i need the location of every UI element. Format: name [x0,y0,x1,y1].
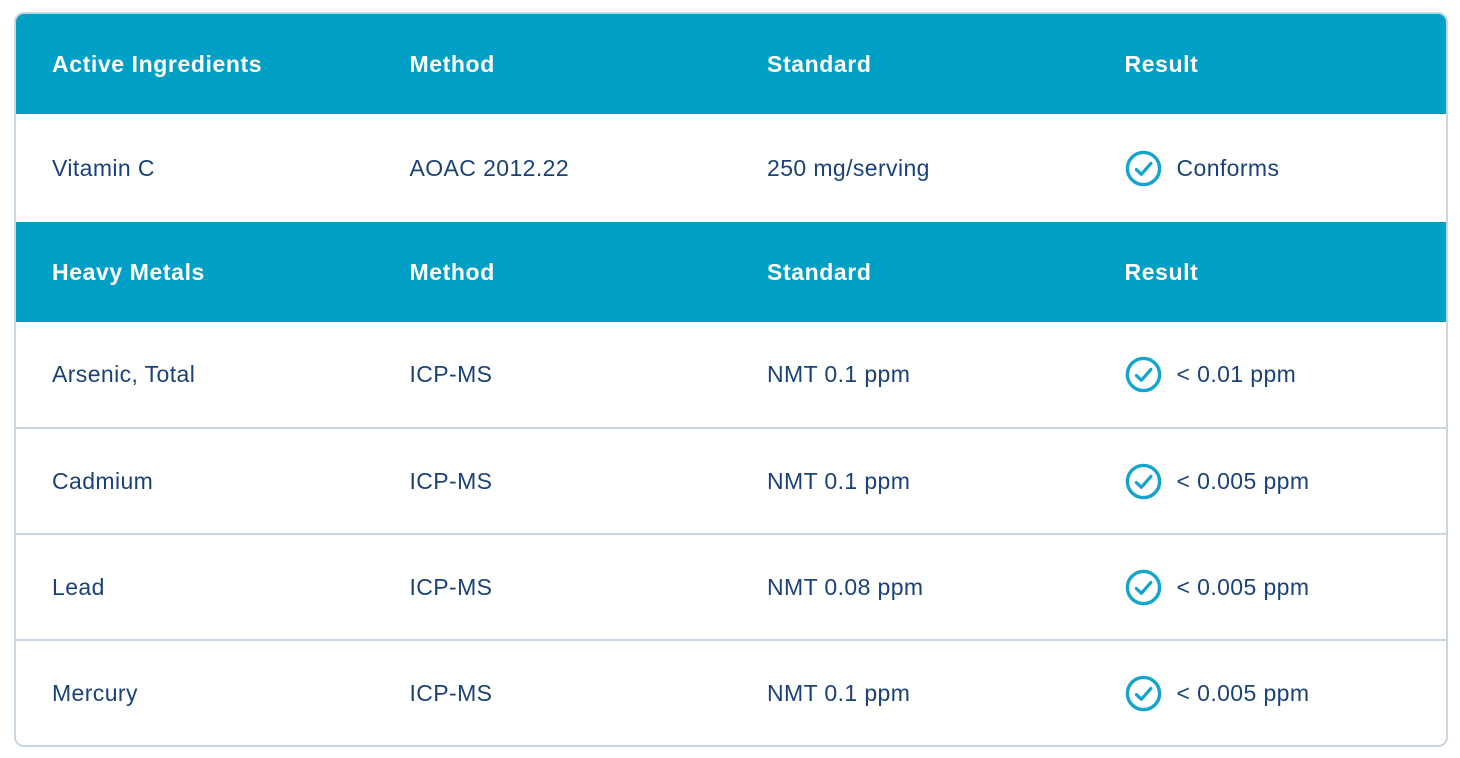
cell-analyte: Mercury [52,679,138,706]
table-row-lead: Lead ICP-MS NMT 0.08 ppm < 0.005 ppm [16,533,1446,639]
cell-result: < 0.005 ppm [1089,463,1447,500]
section-header-heavy-metals: Heavy Metals Method Standard Result [16,222,1446,322]
cell-method: ICP-MS [409,573,493,600]
cell-method: ICP-MS [409,361,493,387]
cell-analyte: Lead [52,573,105,600]
cell-result: Conforms [1089,150,1447,187]
table-row-arsenic: Arsenic, Total ICP-MS NMT 0.1 ppm < 0.01… [16,322,1446,427]
cell-standard: NMT 0.1 ppm [767,679,911,706]
cell-method: ICP-MS [409,679,493,706]
header-cell-method: Method [409,50,495,77]
cell-standard: NMT 0.1 ppm [767,467,911,494]
result-text: < 0.01 ppm [1176,361,1297,387]
results-table-card: Active Ingredients Method Standard Resul… [14,12,1448,747]
header-cell-standard: Standard [767,258,872,285]
cell-analyte: Cadmium [52,467,154,494]
result-text: < 0.005 ppm [1176,679,1310,706]
check-circle-icon [1125,356,1162,393]
table-row-cadmium: Cadmium ICP-MS NMT 0.1 ppm < 0.005 ppm [16,427,1446,533]
check-circle-icon [1125,569,1162,606]
result-text: < 0.005 ppm [1176,573,1310,600]
result-text: Conforms [1176,154,1280,181]
check-circle-icon [1125,463,1162,500]
section-header-active-ingredients: Active Ingredients Method Standard Resul… [16,14,1446,114]
table-row-mercury: Mercury ICP-MS NMT 0.1 ppm < 0.005 ppm [16,639,1446,745]
check-circle-icon [1125,150,1162,187]
cell-analyte: Vitamin C [52,154,155,181]
cell-result: < 0.005 ppm [1089,675,1447,712]
cell-standard: NMT 0.08 ppm [767,573,924,600]
cell-method: ICP-MS [409,467,493,494]
header-cell-analyte: Heavy Metals [52,258,205,285]
header-cell-result: Result [1124,50,1199,77]
cell-standard: NMT 0.1 ppm [767,361,911,387]
header-cell-analyte: Active Ingredients [52,50,263,77]
header-cell-standard: Standard [767,50,872,77]
cell-result: < 0.01 ppm [1089,356,1447,393]
check-circle-icon [1125,675,1162,712]
cell-standard: 250 mg/serving [767,154,930,181]
cell-analyte: Arsenic, Total [52,361,196,387]
result-text: < 0.005 ppm [1176,467,1310,494]
cell-method: AOAC 2012.22 [409,154,570,181]
header-cell-result: Result [1124,258,1199,285]
cell-result: < 0.005 ppm [1089,569,1447,606]
table-row-vitamin-c: Vitamin C AOAC 2012.22 250 mg/serving Co… [16,114,1446,222]
header-cell-method: Method [409,258,495,285]
